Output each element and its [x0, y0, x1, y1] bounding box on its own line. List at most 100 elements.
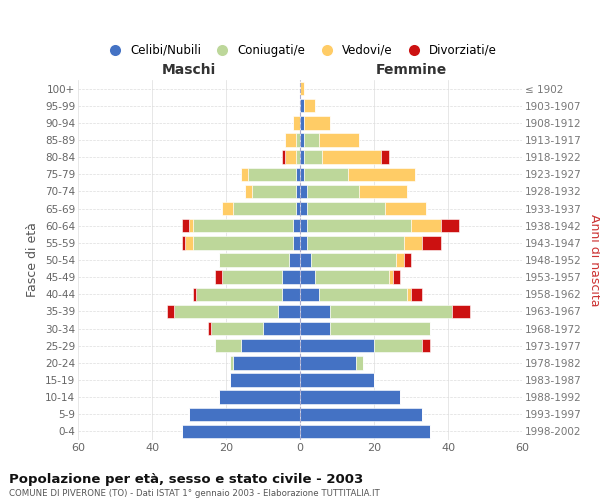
- Bar: [296, 184, 300, 198]
- Bar: [307, 219, 411, 232]
- Text: Maschi: Maschi: [162, 64, 216, 78]
- Bar: [281, 150, 285, 164]
- Bar: [300, 390, 400, 404]
- Bar: [329, 322, 430, 336]
- Bar: [233, 356, 300, 370]
- Bar: [293, 236, 300, 250]
- Bar: [452, 304, 470, 318]
- Bar: [241, 168, 248, 181]
- Text: Femmine: Femmine: [376, 64, 446, 78]
- Bar: [182, 424, 300, 438]
- Bar: [300, 288, 319, 301]
- Y-axis label: Fasce di età: Fasce di età: [26, 222, 40, 298]
- Bar: [300, 116, 304, 130]
- Bar: [311, 254, 396, 266]
- Bar: [374, 339, 422, 352]
- Bar: [233, 202, 296, 215]
- Bar: [392, 270, 400, 284]
- Bar: [182, 219, 189, 232]
- Bar: [278, 304, 300, 318]
- Bar: [252, 184, 296, 198]
- Bar: [293, 116, 300, 130]
- Bar: [285, 150, 296, 164]
- Bar: [300, 99, 304, 112]
- Bar: [307, 236, 404, 250]
- Bar: [193, 219, 293, 232]
- Bar: [396, 254, 404, 266]
- Bar: [300, 202, 307, 215]
- Bar: [422, 339, 430, 352]
- Bar: [307, 184, 359, 198]
- Text: Popolazione per età, sesso e stato civile - 2003: Popolazione per età, sesso e stato civil…: [9, 472, 363, 486]
- Bar: [300, 304, 329, 318]
- Bar: [404, 254, 411, 266]
- Bar: [389, 270, 392, 284]
- Bar: [215, 270, 223, 284]
- Bar: [382, 150, 389, 164]
- Bar: [422, 236, 440, 250]
- Bar: [230, 356, 233, 370]
- Bar: [300, 408, 422, 421]
- Bar: [193, 288, 196, 301]
- Bar: [230, 374, 300, 386]
- Bar: [300, 236, 307, 250]
- Legend: Celibi/Nubili, Coniugati/e, Vedovi/e, Divorziati/e: Celibi/Nubili, Coniugati/e, Vedovi/e, Di…: [98, 39, 502, 62]
- Bar: [304, 150, 322, 164]
- Bar: [300, 184, 307, 198]
- Bar: [411, 219, 440, 232]
- Bar: [281, 270, 300, 284]
- Y-axis label: Anni di nascita: Anni di nascita: [588, 214, 600, 306]
- Bar: [385, 202, 426, 215]
- Bar: [189, 408, 300, 421]
- Bar: [300, 374, 374, 386]
- Bar: [319, 134, 359, 146]
- Bar: [304, 134, 319, 146]
- Bar: [300, 219, 307, 232]
- Bar: [407, 288, 411, 301]
- Bar: [263, 322, 300, 336]
- Bar: [300, 339, 374, 352]
- Bar: [304, 116, 329, 130]
- Bar: [322, 150, 382, 164]
- Bar: [248, 168, 296, 181]
- Bar: [285, 134, 296, 146]
- Bar: [174, 304, 278, 318]
- Bar: [296, 134, 300, 146]
- Bar: [218, 390, 300, 404]
- Bar: [307, 202, 385, 215]
- Bar: [348, 168, 415, 181]
- Bar: [245, 184, 252, 198]
- Bar: [167, 304, 174, 318]
- Bar: [223, 270, 281, 284]
- Bar: [196, 288, 281, 301]
- Bar: [300, 254, 311, 266]
- Bar: [182, 236, 185, 250]
- Bar: [300, 322, 329, 336]
- Bar: [304, 99, 315, 112]
- Bar: [304, 168, 348, 181]
- Bar: [281, 288, 300, 301]
- Bar: [296, 168, 300, 181]
- Bar: [404, 236, 422, 250]
- Bar: [215, 339, 241, 352]
- Bar: [185, 236, 193, 250]
- Bar: [319, 288, 407, 301]
- Bar: [218, 254, 289, 266]
- Bar: [223, 202, 233, 215]
- Bar: [293, 219, 300, 232]
- Text: COMUNE DI PIVERONE (TO) - Dati ISTAT 1° gennaio 2003 - Elaborazione TUTTITALIA.I: COMUNE DI PIVERONE (TO) - Dati ISTAT 1° …: [9, 490, 380, 498]
- Bar: [189, 219, 193, 232]
- Bar: [193, 236, 293, 250]
- Bar: [211, 322, 263, 336]
- Bar: [300, 356, 355, 370]
- Bar: [359, 184, 407, 198]
- Bar: [300, 134, 304, 146]
- Bar: [411, 288, 422, 301]
- Bar: [300, 82, 304, 96]
- Bar: [355, 356, 363, 370]
- Bar: [300, 424, 430, 438]
- Bar: [440, 219, 459, 232]
- Bar: [289, 254, 300, 266]
- Bar: [241, 339, 300, 352]
- Bar: [296, 202, 300, 215]
